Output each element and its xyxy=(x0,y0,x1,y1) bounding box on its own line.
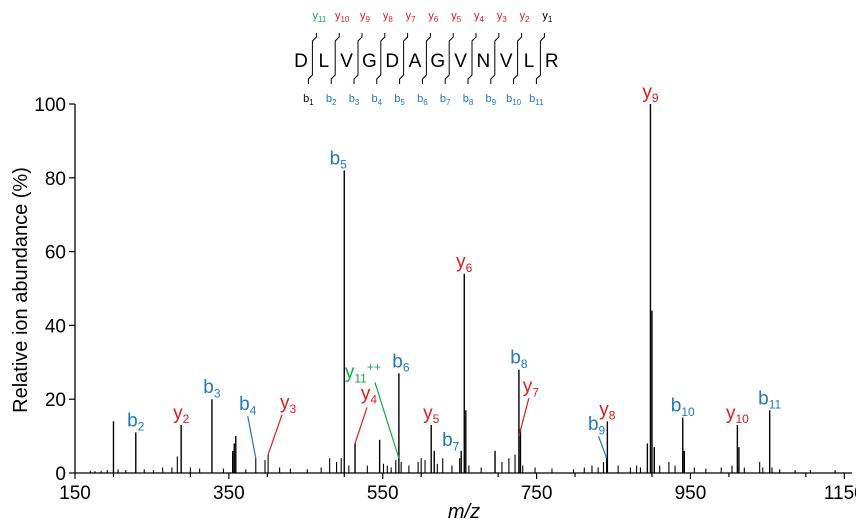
b-fragment-label: b9 xyxy=(486,93,497,107)
x-tick-label: 150 xyxy=(59,483,91,504)
peak-series xyxy=(89,104,836,473)
y-fragment-label: y10 xyxy=(335,10,350,24)
peak-label-y5: y5 xyxy=(423,403,440,426)
y-tick-label: 60 xyxy=(45,243,66,264)
y-fragment-label: y6 xyxy=(428,10,439,24)
peak-label-y7: y7 xyxy=(523,376,540,399)
sequence-residue: V xyxy=(454,51,467,72)
cleavage-marker xyxy=(513,33,523,84)
cleavage-marker xyxy=(330,33,340,84)
b-fragment-label: b4 xyxy=(372,93,383,107)
cleavage-marker xyxy=(353,33,363,84)
sequence-residue: R xyxy=(545,51,559,72)
cleavage-marker xyxy=(376,33,386,84)
sequence-residue: V xyxy=(340,51,353,72)
b-fragment-label: b6 xyxy=(417,93,428,107)
label-leader-line xyxy=(354,407,368,444)
peak-label-y9: y9 xyxy=(642,82,659,105)
label-leader-line xyxy=(374,382,400,459)
b-fragment-label: b8 xyxy=(463,93,474,107)
peak-label-y8: y8 xyxy=(599,399,616,422)
sequence-residue: V xyxy=(500,51,513,72)
sequence-residue: D xyxy=(385,51,399,72)
y-fragment-label: y4 xyxy=(474,10,485,24)
y-fragment-label: y2 xyxy=(520,10,531,24)
peak-label-b10: b10 xyxy=(671,396,695,419)
peak-label-b5: b5 xyxy=(330,148,348,171)
y-axis-title: Relative ion abundance (%) xyxy=(10,167,32,413)
sequence-residue: L xyxy=(319,51,330,72)
y-tick-label: 80 xyxy=(45,169,66,190)
x-tick-label: 950 xyxy=(675,483,707,504)
b-fragment-label: b3 xyxy=(349,93,360,107)
peak-label-b7: b7 xyxy=(442,430,460,453)
label-leader-line xyxy=(518,397,530,437)
label-leader-line xyxy=(267,414,283,455)
cleavage-marker xyxy=(307,33,317,84)
cleavage-marker xyxy=(399,33,409,84)
y-tick-label: 100 xyxy=(34,95,66,116)
peak-label-b3: b3 xyxy=(203,377,221,400)
label-leader-line xyxy=(598,436,608,459)
b-fragment-label: b2 xyxy=(326,93,337,107)
y-fragment-label: y7 xyxy=(406,10,417,24)
sequence-residue: G xyxy=(430,51,445,72)
cleavage-marker xyxy=(467,33,477,84)
peak-label-b9: b9 xyxy=(588,414,606,437)
y-tick-label: 0 xyxy=(55,464,66,485)
peak-label-y3: y3 xyxy=(280,393,297,416)
peak-label-y4: y4 xyxy=(361,383,378,406)
x-tick-label: 550 xyxy=(367,483,399,504)
y-fragment-label: y9 xyxy=(360,10,371,24)
x-tick-label: 350 xyxy=(213,483,245,504)
x-tick-label: 1150 xyxy=(824,483,856,504)
peak-label-b6: b6 xyxy=(392,351,410,374)
cleavage-marker xyxy=(490,33,500,84)
x-tick-label: 750 xyxy=(521,483,553,504)
label-leader-line xyxy=(247,416,257,459)
y-tick-label: 20 xyxy=(45,390,66,411)
b-fragment-label: b11 xyxy=(529,93,544,107)
fragmentation-scheme: D L V G D A G V N V L Ry11b1y10b2y9b3y8b4y7b5y6b6y5… xyxy=(294,10,559,107)
b-fragment-label: b10 xyxy=(506,93,522,107)
peak-label-y10: y10 xyxy=(726,403,749,426)
axes: 0 20 40 60 80 100 150 350 550 750 950 1150 xyxy=(34,95,856,504)
peak-label-y2: y2 xyxy=(173,403,190,426)
x-axis-title: m/z xyxy=(448,501,480,523)
y-tick-label: 40 xyxy=(45,316,66,337)
y-fragment-label: y1 xyxy=(542,10,553,24)
cleavage-marker xyxy=(444,33,454,84)
b-fragment-label: b5 xyxy=(394,93,405,107)
peak-label-y11-double: y11++ xyxy=(345,360,381,385)
b-fragment-label: b1 xyxy=(303,93,314,107)
cleavage-marker xyxy=(535,33,545,84)
y-fragment-label: y5 xyxy=(451,10,462,24)
sequence-residue: A xyxy=(409,51,422,72)
peak-label-b8: b8 xyxy=(510,348,528,371)
sequence-residue: N xyxy=(477,51,491,72)
b-fragment-label: b7 xyxy=(440,93,451,107)
sequence-residue: L xyxy=(524,51,535,72)
sequence-residue: D xyxy=(294,51,308,72)
cleavage-marker xyxy=(421,33,431,84)
y-fragment-label: y3 xyxy=(497,10,508,24)
peak-label-y6: y6 xyxy=(456,252,473,275)
y-fragment-label: y8 xyxy=(383,10,394,24)
peak-label-b2: b2 xyxy=(127,410,145,433)
peak-label-b11: b11 xyxy=(758,388,781,411)
y-fragment-label: y11 xyxy=(312,10,326,24)
peak-label-b4: b4 xyxy=(239,394,257,417)
sequence-residue: G xyxy=(362,51,377,72)
